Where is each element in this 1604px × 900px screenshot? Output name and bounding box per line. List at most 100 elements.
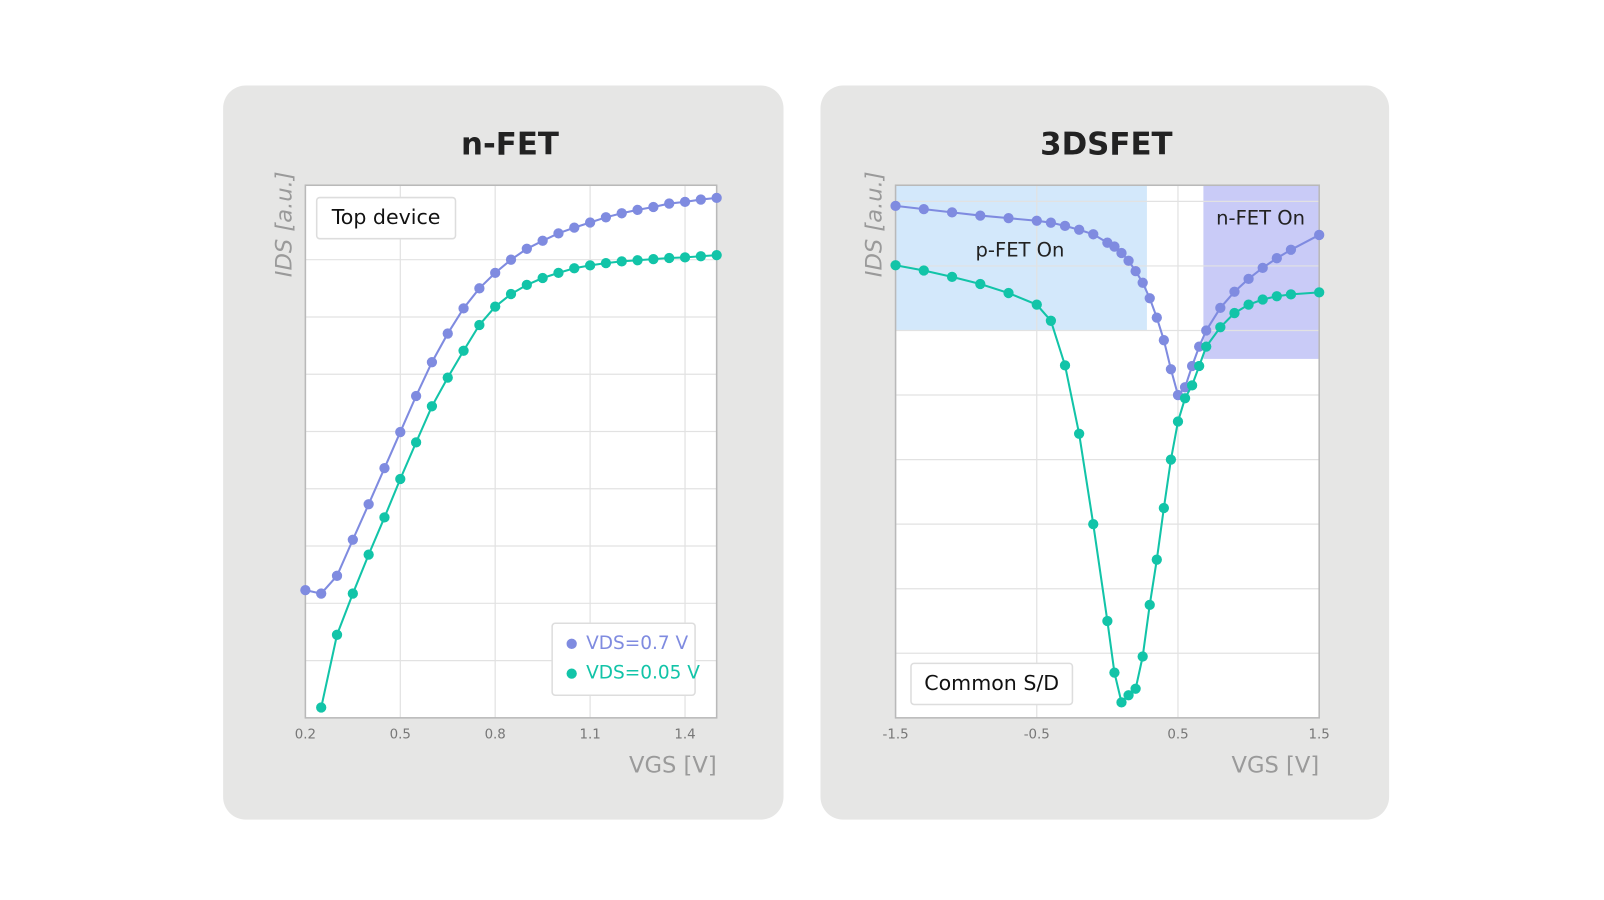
x-tick-label: -0.5 <box>1024 727 1050 742</box>
data-point <box>316 588 327 599</box>
data-point <box>1285 289 1297 300</box>
data-point <box>395 426 406 438</box>
data-point <box>474 319 485 331</box>
data-point <box>946 207 958 218</box>
data-point <box>569 263 580 274</box>
data-point <box>347 588 358 599</box>
data-point <box>1123 255 1134 266</box>
data-point <box>410 390 422 402</box>
data-point <box>1229 286 1240 297</box>
data-point <box>1151 312 1162 323</box>
data-point <box>1165 454 1177 465</box>
data-point <box>300 584 311 596</box>
data-point <box>648 201 659 213</box>
data-point <box>1003 213 1014 224</box>
data-point <box>379 463 390 474</box>
data-point <box>1003 287 1014 299</box>
region-label: p-FET On <box>976 239 1065 262</box>
data-point <box>1109 667 1120 678</box>
data-point <box>1194 360 1205 372</box>
data-point <box>1186 360 1198 372</box>
x-tick-label: 1.4 <box>674 727 695 742</box>
data-point <box>1158 502 1170 514</box>
x-axis-label: VGS [V] <box>629 753 717 779</box>
data-point <box>1201 341 1212 352</box>
annotation-box <box>315 196 457 240</box>
data-point <box>1130 683 1141 694</box>
data-point <box>474 283 485 294</box>
data-point <box>600 212 612 223</box>
data-point <box>1144 293 1155 304</box>
data-point <box>1186 380 1198 391</box>
legend-box <box>551 622 696 696</box>
data-point <box>1130 265 1141 277</box>
data-point <box>426 357 438 368</box>
data-point <box>616 256 627 267</box>
data-point <box>695 251 706 262</box>
region-label: n-FET On <box>1216 207 1305 230</box>
data-point <box>505 288 517 300</box>
data-point <box>1271 291 1282 302</box>
data-point <box>918 265 929 276</box>
data-point <box>632 204 643 216</box>
data-point <box>505 254 517 265</box>
data-point <box>458 345 469 356</box>
x-tick-label: 0.2 <box>295 727 316 742</box>
data-point <box>1215 302 1226 314</box>
data-point <box>1257 262 1268 274</box>
data-point <box>1031 299 1042 310</box>
data-point <box>1088 519 1099 530</box>
data-point <box>1031 215 1042 226</box>
data-point <box>1109 241 1120 252</box>
data-point <box>1179 393 1191 404</box>
region <box>895 185 1147 331</box>
data-point <box>664 198 675 209</box>
data-point <box>410 437 422 448</box>
x-tick-label: 1.5 <box>1309 727 1330 742</box>
data-point <box>664 252 675 264</box>
data-point <box>537 235 548 246</box>
data-point <box>1201 325 1212 336</box>
data-point <box>1116 697 1127 708</box>
chart-title: n-FET <box>461 127 559 163</box>
data-point <box>1194 341 1205 352</box>
plot-border <box>894 184 1320 719</box>
x-tick-label: 1.1 <box>579 727 600 742</box>
data-point <box>1045 315 1057 326</box>
data-point <box>537 272 548 284</box>
x-tick-label: 0.5 <box>1167 727 1188 742</box>
data-point <box>1045 217 1057 228</box>
data-point <box>553 228 564 239</box>
data-point <box>426 401 438 412</box>
annotation: Common S/D <box>924 671 1059 695</box>
data-point <box>331 629 343 640</box>
data-point <box>490 301 501 312</box>
data-point <box>1165 364 1177 375</box>
data-point <box>1073 428 1085 439</box>
data-point <box>1243 299 1254 310</box>
data-point <box>1285 244 1297 255</box>
data-point <box>1229 307 1240 319</box>
data-point <box>316 702 327 713</box>
data-point <box>946 271 958 283</box>
annotation: Top device <box>331 205 441 229</box>
data-point <box>1059 360 1071 371</box>
chart-title: 3DSFET <box>1040 127 1172 163</box>
data-point <box>1088 229 1099 240</box>
data-point <box>1151 554 1162 565</box>
data-point <box>521 279 532 291</box>
data-point <box>1172 416 1184 427</box>
data-point <box>569 222 580 233</box>
legend-label: VDS=0.05 V <box>586 663 700 684</box>
data-point <box>553 267 564 279</box>
x-tick-label: -1.5 <box>883 727 909 742</box>
data-point <box>1144 599 1155 611</box>
data-point <box>1123 690 1134 701</box>
y-axis-label: IDS [a.u.] <box>271 171 297 277</box>
plot-border <box>304 184 718 719</box>
data-point <box>890 260 901 271</box>
data-point <box>442 328 453 339</box>
data-point <box>1271 253 1282 264</box>
data-point <box>1257 294 1268 305</box>
